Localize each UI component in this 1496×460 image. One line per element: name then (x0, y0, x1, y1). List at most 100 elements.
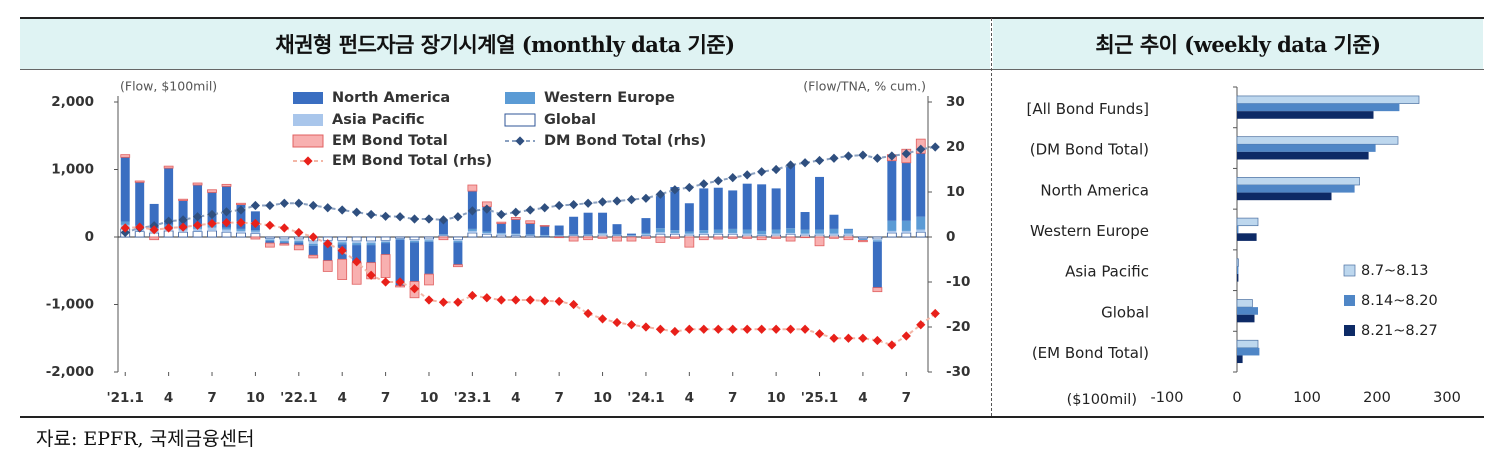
top-rule (20, 17, 1484, 19)
bar-asia_pacific (352, 241, 362, 244)
x-tick-label: 4 (511, 390, 520, 406)
weekly-category-label: Asia Pacific (1065, 263, 1149, 281)
marker-em_line (670, 326, 680, 337)
legend-swatch-em_bar (292, 134, 324, 148)
bar-global (698, 233, 709, 238)
bar-asia_pacific (511, 234, 521, 236)
legend-marker-em_line (303, 156, 313, 166)
bar-north_america (829, 214, 839, 229)
marker-dm_line (901, 149, 911, 159)
marker-em_line (265, 220, 275, 230)
marker-dm_line (540, 203, 550, 213)
marker-dm_line (424, 214, 434, 224)
legend-swatch-asia_pacific (293, 114, 323, 126)
marker-em_line (785, 324, 796, 334)
bar-asia_pacific (815, 233, 825, 235)
x-tick-label: 4 (337, 390, 346, 406)
bar-em_bar (163, 165, 174, 169)
bar-global (481, 233, 492, 238)
marker-dm_line (757, 167, 767, 177)
bar-em_bar (380, 254, 391, 278)
bar-em_bar (612, 236, 622, 242)
bar-em_bar (192, 182, 203, 186)
bar-north_america (453, 242, 463, 265)
weekly-bar-week3 (1237, 274, 1239, 282)
bar-western_europe (453, 241, 463, 243)
bar-western_europe (829, 228, 839, 234)
marker-dm_line (192, 212, 203, 222)
bar-global (293, 236, 304, 240)
weekly-legend-swatch-week1 (1343, 264, 1356, 277)
bar-asia_pacific (843, 233, 853, 235)
panel-divider (991, 18, 992, 416)
bar-western_europe (771, 229, 781, 234)
marker-dm_line (597, 197, 608, 207)
bar-asia_pacific (424, 239, 434, 241)
bar-asia_pacific (670, 232, 680, 235)
bar-em_bar (279, 243, 290, 246)
bar-asia_pacific (786, 232, 796, 235)
marker-dm_line (843, 151, 854, 161)
line-em_line (125, 221, 936, 347)
marker-em_line (569, 299, 579, 310)
marker-em_line (800, 324, 810, 334)
bar-asia_pacific (901, 230, 911, 233)
bar-north_america (916, 153, 926, 217)
bar-western_europe (641, 232, 651, 235)
weekly-category-label: North America (1040, 181, 1149, 199)
bar-north_america (221, 186, 231, 228)
bar-north_america (410, 242, 420, 282)
marker-dm_line (887, 151, 897, 161)
bar-western_europe (221, 227, 231, 230)
marker-em_line (525, 295, 535, 305)
legend-swatch-north_america (293, 92, 323, 104)
y-tick-label-right: 0 (946, 229, 955, 245)
y-tick-label-right: -20 (946, 319, 970, 335)
bar-global (539, 235, 550, 238)
bar-asia_pacific (887, 230, 897, 233)
bar-em_bar (308, 254, 319, 259)
bar-western_europe (670, 230, 680, 233)
weekly-bar-week1 (1236, 339, 1259, 349)
marker-em_line (742, 324, 752, 334)
bar-global (915, 231, 926, 238)
marker-em_line (728, 324, 738, 334)
marker-dm_line (612, 196, 622, 206)
bar-asia_pacific (641, 234, 651, 236)
bar-north_america (858, 237, 868, 238)
bar-western_europe (496, 232, 506, 234)
marker-dm_line (178, 215, 188, 225)
marker-dm_line (713, 176, 723, 186)
bar-north_america (569, 216, 579, 235)
weekly-legend-label-week2: 8.14~8.20 (1361, 293, 1438, 309)
bar-em_bar (684, 236, 695, 248)
marker-em_line (178, 222, 188, 232)
bar-western_europe (786, 228, 796, 233)
bar-em_bar (496, 221, 507, 224)
bar-western_europe (540, 234, 550, 236)
marker-em_line (612, 317, 622, 328)
marker-dm_line (771, 164, 781, 175)
marker-dm_line (438, 215, 449, 225)
marker-em_line (916, 320, 926, 330)
bar-global (496, 234, 507, 238)
marker-dm_line (916, 144, 926, 154)
bar-north_america (366, 245, 376, 263)
x-tick-label: 4 (685, 390, 694, 406)
marker-em_line (872, 335, 882, 346)
bar-global (872, 236, 883, 240)
bar-em_bar (568, 236, 579, 242)
bar-western_europe (294, 241, 304, 243)
bar-em_bar (641, 236, 651, 239)
bar-em_bar (713, 236, 724, 240)
weekly-bar-week2 (1237, 144, 1376, 152)
marker-dm_line (829, 153, 839, 163)
bar-em_bar (264, 242, 275, 248)
marker-em_line (496, 295, 506, 305)
bar-em_bar (134, 180, 145, 183)
weekly-x-tick-label: 300 (1433, 390, 1461, 406)
bar-em_bar (669, 236, 680, 239)
bar-em_bar (858, 239, 868, 243)
marker-em_line (438, 297, 449, 307)
marker-em_line (294, 227, 304, 238)
